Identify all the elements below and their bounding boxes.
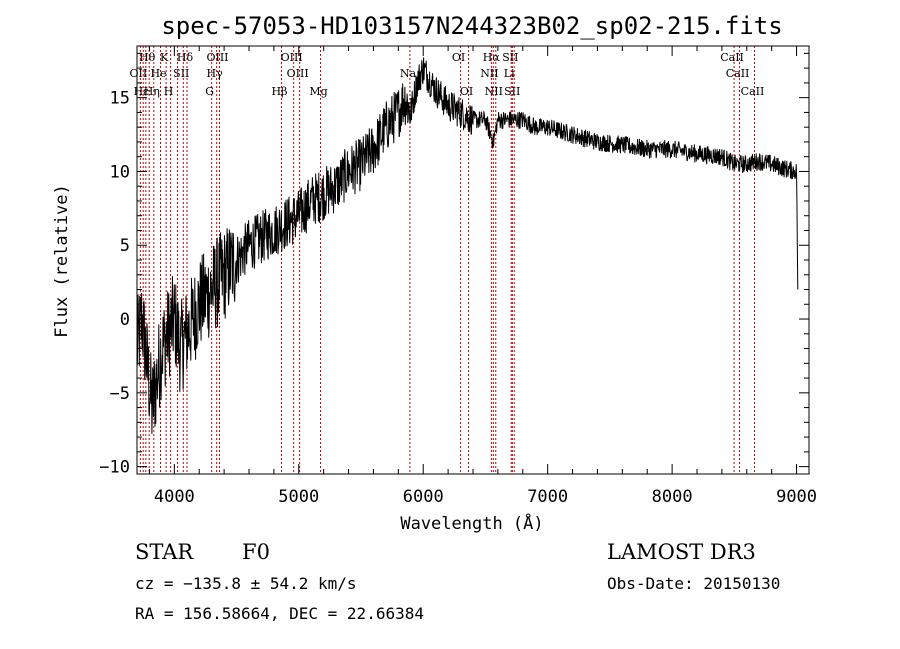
- line-label-22: Hβ: [272, 85, 288, 98]
- line-label-5: OI: [452, 51, 465, 64]
- line-label-6: Hα: [483, 51, 501, 64]
- line-label-21: G: [205, 85, 214, 98]
- y-tick-label-4: 10: [110, 162, 130, 182]
- line-label-1: K: [160, 51, 169, 64]
- x-tick-label-0: 4000: [154, 487, 195, 507]
- y-tick-label-0: −10: [99, 458, 130, 478]
- line-label-0: Hθ: [139, 51, 156, 64]
- x-tick-label-1: 5000: [278, 487, 319, 507]
- y-tick-label-5: 15: [110, 89, 130, 109]
- line-label-2: Hδ: [177, 51, 194, 64]
- line-label-25: NII: [485, 85, 503, 98]
- line-label-11: SII: [173, 67, 189, 80]
- line-label-27: CaII: [741, 85, 765, 98]
- line-label-24: OI: [460, 85, 473, 98]
- redshift-value: cz = −135.8 ± 54.2 km/s: [135, 574, 357, 593]
- line-label-12: Hγ: [207, 67, 224, 80]
- x-axis-label: Wavelength (Å): [400, 512, 543, 534]
- line-label-14: Na: [400, 67, 417, 80]
- observation-date: Obs-Date: 20150130: [607, 574, 781, 593]
- line-label-19: Hη: [144, 85, 160, 98]
- y-tick-label-2: 0: [120, 310, 130, 330]
- line-label-8: CaII: [720, 51, 744, 64]
- x-tick-label-4: 8000: [652, 487, 693, 507]
- flux-series: [136, 57, 799, 434]
- y-axis-label: Flux (relative): [52, 184, 72, 338]
- chart-title: spec-57053-HD103157N244323B02_sp02-215.f…: [161, 12, 782, 40]
- y-tick-label-1: −5: [110, 384, 130, 404]
- line-label-17: CaII: [726, 67, 750, 80]
- line-label-23: Mg: [309, 85, 327, 98]
- y-axis-ticks: −10 −5 0 5 10 15: [99, 52, 809, 478]
- coordinates: RA = 156.58664, DEC = 22.66384: [135, 604, 424, 623]
- survey-name: LAMOST DR3: [607, 540, 756, 564]
- line-label-9: OII: [130, 67, 148, 80]
- x-tick-label-5: 9000: [776, 487, 817, 507]
- x-tick-label-2: 6000: [403, 487, 444, 507]
- line-label-20: H: [164, 85, 174, 98]
- x-axis-ticks: 4000 5000 6000 7000 8000 9000: [148, 46, 817, 507]
- object-subclass: F0: [242, 540, 270, 564]
- line-label-13: OIII: [287, 67, 309, 80]
- series-line-flux: [136, 57, 799, 434]
- line-label-7: SII: [502, 51, 518, 64]
- line-label-26: SII: [504, 85, 520, 98]
- line-label-16: Li: [504, 67, 515, 80]
- object-class: STAR: [135, 540, 194, 564]
- line-label-10: He: [150, 67, 166, 80]
- line-label-15: NII: [480, 67, 498, 80]
- line-label-4: OIII: [281, 51, 303, 64]
- x-tick-label-3: 7000: [527, 487, 568, 507]
- y-tick-label-3: 5: [120, 236, 130, 256]
- line-label-3: OIII: [206, 51, 228, 64]
